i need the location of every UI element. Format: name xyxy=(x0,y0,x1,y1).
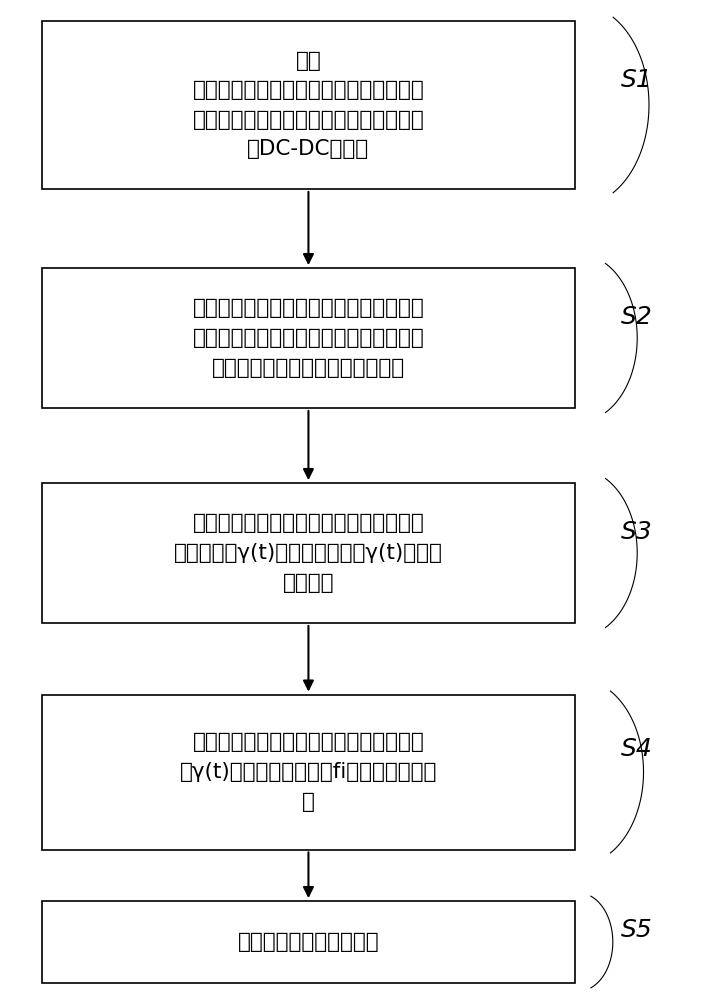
Text: S4: S4 xyxy=(620,737,652,761)
Text: 根据特征量，以及测量特征量，计算并输
出残差向量γ(t)；根据残差向量γ(t)，输出
检测结果: 根据特征量，以及测量特征量，计算并输 出残差向量γ(t)；根据残差向量γ(t)，… xyxy=(174,513,443,593)
Text: S2: S2 xyxy=(620,305,652,329)
Text: 根据内积，输出故障类型: 根据内积，输出故障类型 xyxy=(238,932,379,952)
Text: S1: S1 xyxy=(620,68,652,92)
Text: 检测
并输出待检测光伏发电组件物理实体中的
特征量；光伏发电组件包括太阳电池组件
和DC-DC变换器: 检测 并输出待检测光伏发电组件物理实体中的 特征量；光伏发电组件包括太阳电池组件… xyxy=(193,51,424,159)
Bar xyxy=(42,21,575,189)
Bar xyxy=(42,483,575,623)
Bar xyxy=(42,268,575,408)
Text: 构建与待检测光伏发电组件物理实体结构
相同的数字孪生体，计算并输出数字孪生
体中，光伏发电组件的测量特征量: 构建与待检测光伏发电组件物理实体结构 相同的数字孪生体，计算并输出数字孪生 体中… xyxy=(193,298,424,378)
Bar xyxy=(42,901,575,983)
Text: 当所述检测结果存在故障时，根据残差向
量γ(t)，以及故障特征值fi，计算并输出内
积: 当所述检测结果存在故障时，根据残差向 量γ(t)，以及故障特征值fi，计算并输出… xyxy=(179,732,437,812)
Bar xyxy=(42,694,575,849)
Text: S5: S5 xyxy=(620,918,652,942)
Text: S3: S3 xyxy=(620,520,652,544)
